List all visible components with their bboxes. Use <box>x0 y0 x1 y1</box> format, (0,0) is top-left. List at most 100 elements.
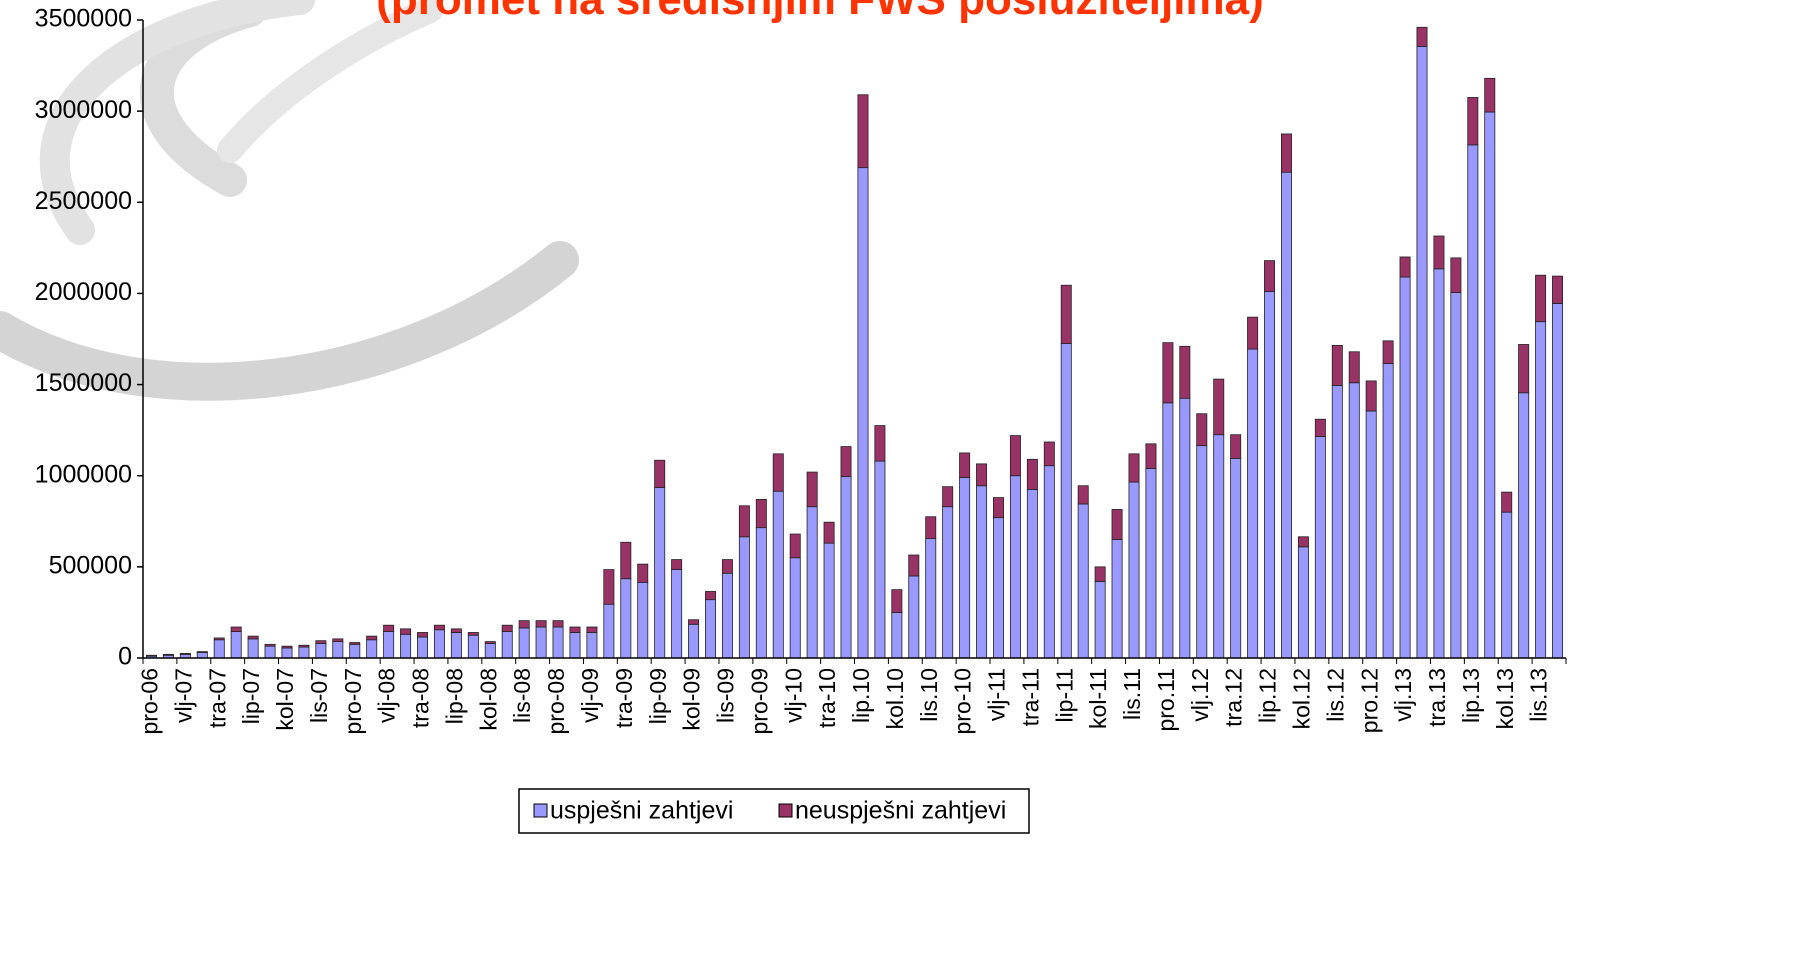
bar-segment <box>1416 46 1428 659</box>
bar-segment <box>1535 274 1547 323</box>
bar-segment <box>1162 342 1174 404</box>
bar-segment <box>671 569 683 659</box>
bar-segment <box>1128 481 1140 659</box>
legend-box <box>518 788 1030 834</box>
bar-segment <box>281 645 293 649</box>
bar-segment <box>721 572 733 659</box>
bar-segment <box>908 554 920 577</box>
bar-segment <box>1111 509 1123 540</box>
bar-segment <box>1230 434 1242 459</box>
bar-segment <box>688 619 700 625</box>
bar-segment <box>349 643 361 659</box>
bar-segment <box>1179 397 1191 659</box>
bar-segment <box>400 628 412 635</box>
x-tick-label: lis-09 <box>713 668 739 723</box>
x-tick-label: kol.10 <box>882 668 908 729</box>
bar-segment <box>1043 465 1055 659</box>
bar-segment <box>417 636 428 659</box>
bar-segment <box>264 643 276 647</box>
bar-segment <box>637 581 649 659</box>
bar-segment <box>993 497 1004 519</box>
y-tick-label: 2000000 <box>35 278 132 306</box>
chart-title: (promet na središnjim FWS poslužiteljima… <box>376 0 1263 24</box>
bar-segment <box>1145 468 1157 659</box>
x-tick-label: lip.10 <box>848 668 874 723</box>
bar-segment <box>1382 363 1394 659</box>
bar-segment <box>942 506 954 659</box>
bar-segment <box>671 559 683 570</box>
x-tick-label: kol.12 <box>1289 668 1315 729</box>
legend-label: uspješni zahtjevi <box>550 797 733 825</box>
bar-segment <box>366 639 378 659</box>
bar-segment <box>1281 171 1292 659</box>
bar-segment <box>1196 445 1208 659</box>
bar-segment <box>772 490 784 659</box>
bar-segment <box>1314 436 1326 659</box>
bar-segment <box>891 589 903 613</box>
bar-segment <box>1314 418 1326 437</box>
bar-segment <box>840 476 852 659</box>
bar-segment <box>705 599 716 659</box>
bar-segment <box>450 632 462 659</box>
bar-segment <box>552 626 564 659</box>
bar-segment <box>1281 133 1292 173</box>
bar-segment <box>213 639 225 659</box>
bar-segment <box>789 533 801 559</box>
x-tick-label: tra.12 <box>1221 668 1247 727</box>
bar-segment <box>925 538 937 659</box>
bar-segment <box>1331 385 1343 659</box>
x-tick-label: vlj-09 <box>577 668 603 723</box>
bar-segment <box>467 632 479 636</box>
bar-segment <box>569 626 581 633</box>
bar-segment <box>738 536 750 659</box>
bar-segment <box>1264 291 1276 659</box>
bar-segment <box>1077 485 1089 505</box>
bar-segment <box>1467 97 1479 146</box>
x-tick-label: kol-08 <box>475 668 501 731</box>
bar-segment <box>1026 458 1038 490</box>
bar-segment <box>247 638 259 659</box>
bar-segment <box>806 471 818 508</box>
bar-segment <box>1450 257 1462 293</box>
bar-segment <box>959 477 971 659</box>
bar-segment <box>1518 344 1530 394</box>
bar-segment <box>281 647 293 659</box>
bar-segment <box>823 542 835 659</box>
x-tick-label: kol-07 <box>272 668 298 731</box>
bar-segment <box>450 628 462 633</box>
bar-segment <box>976 463 988 487</box>
bar-segment <box>518 620 530 629</box>
bar-segment <box>874 425 886 462</box>
bar-segment <box>179 653 191 655</box>
bar-segment <box>840 446 852 478</box>
bar-segment <box>959 452 971 478</box>
y-tick-label: 1500000 <box>35 369 132 397</box>
bar-segment <box>1365 410 1377 659</box>
bar-segment <box>891 612 903 659</box>
bar-segment <box>1009 475 1021 659</box>
x-tick-label: pro-07 <box>340 668 366 734</box>
bar-segment <box>1416 26 1428 47</box>
x-tick-label: vlj-07 <box>170 668 196 723</box>
bar-segment <box>688 623 700 659</box>
bar-segment <box>1247 348 1259 659</box>
x-tick-label: tra-11 <box>1017 668 1043 726</box>
bar-segment <box>1297 536 1309 548</box>
bar-segment <box>1433 268 1445 659</box>
bar-segment <box>942 486 954 508</box>
bar-segment <box>196 652 208 659</box>
bar-segment <box>569 632 581 659</box>
bar-segment <box>247 635 259 640</box>
y-tick-label: 2500000 <box>35 187 132 215</box>
bar-segment <box>755 499 767 529</box>
x-tick-label: vlj-10 <box>780 668 806 723</box>
x-tick-label: vlj.12 <box>1187 668 1213 722</box>
bar-segment <box>1348 382 1360 659</box>
bar-segment <box>501 624 513 632</box>
bar-segment <box>721 559 733 574</box>
bar-segment <box>1501 491 1513 513</box>
bar-segment <box>383 631 395 659</box>
bar-segment <box>1145 443 1157 469</box>
x-tick-label: kol-11 <box>1085 668 1111 729</box>
